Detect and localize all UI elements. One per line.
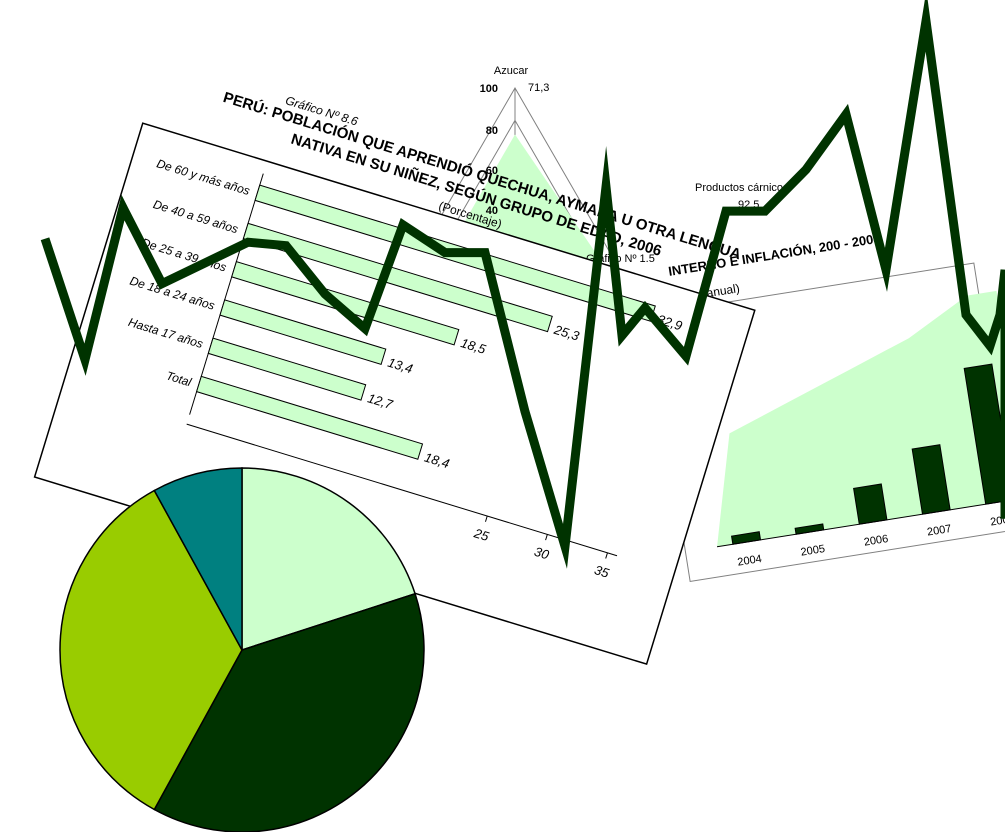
radar-tick-label: 100 (480, 83, 498, 95)
radar-axis-label: Azucar (494, 65, 529, 77)
x-tick-label: 2006 (863, 533, 889, 549)
radar-axis-label: Productos cárnicos (695, 182, 789, 194)
x-tick-label: 30 (533, 544, 552, 563)
pie-slice (153, 467, 243, 651)
radar-caption: Gráfico Nº 1.5 (586, 253, 655, 265)
bar (207, 337, 367, 401)
line-series (40, 0, 1005, 569)
radar-tick-label: 40 (486, 205, 498, 217)
bar (219, 299, 387, 366)
pie-slice (153, 592, 425, 832)
line-chart (40, 0, 1005, 569)
x-axis (186, 423, 618, 557)
data-label: 12,7 (366, 390, 395, 412)
radar-value-label: 71,3 (528, 82, 549, 94)
x-tick-label: 2005 (800, 543, 826, 559)
x-tick-label: 25 (471, 525, 491, 544)
data-label: 18,5 (459, 335, 488, 357)
x-axis (716, 494, 1005, 548)
pie-slice (241, 467, 417, 652)
x-tick (484, 515, 488, 522)
data-label: 18,4 (423, 450, 452, 472)
bar (242, 222, 553, 333)
column-bar (853, 483, 888, 525)
data-label: 13,4 (386, 355, 415, 377)
radar-tick-label: 60 (486, 165, 498, 177)
x-tick-label: 2007 (926, 523, 952, 539)
x-tick-label: 2004 (737, 553, 763, 569)
x-tick (605, 552, 608, 559)
area-series (717, 290, 1005, 547)
bar (195, 375, 424, 460)
pie-chart (59, 467, 425, 832)
x-tick-label: 35 (593, 562, 612, 581)
pie-slice (59, 489, 243, 811)
y-axis (189, 173, 264, 415)
x-tick (545, 534, 548, 541)
radar-tick-label: 80 (486, 125, 498, 137)
